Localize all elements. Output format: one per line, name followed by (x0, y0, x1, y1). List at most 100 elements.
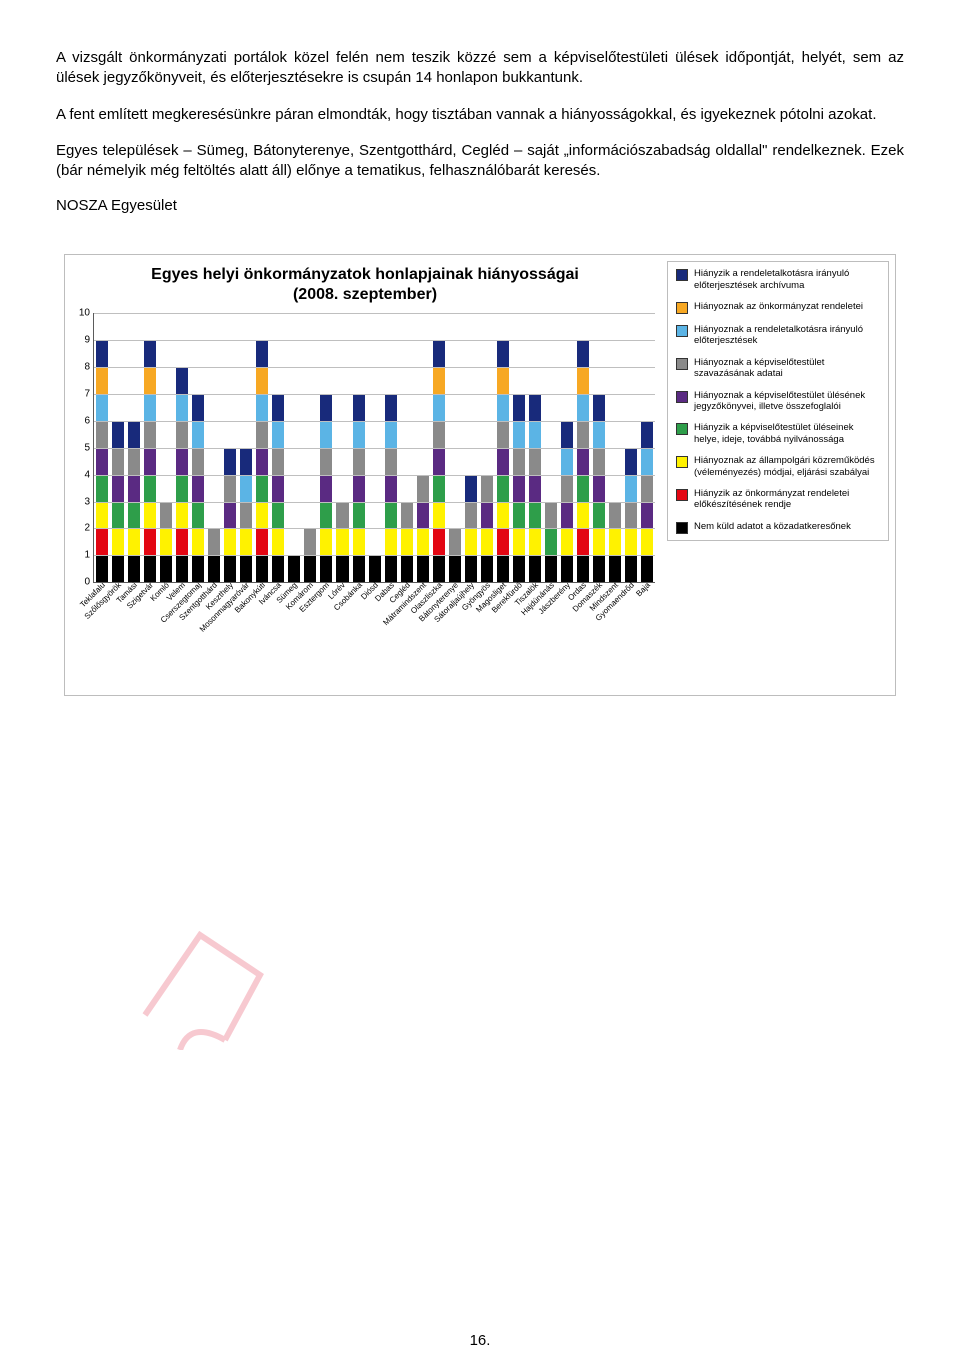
gridline (94, 313, 655, 314)
bar-segment (497, 502, 509, 529)
bar-segment (112, 475, 124, 502)
bar-segment (144, 394, 156, 421)
y-tick-label: 6 (72, 415, 90, 426)
legend-swatch (676, 423, 688, 435)
bar-segment (224, 555, 236, 582)
legend-swatch (676, 358, 688, 370)
bar-segment (160, 555, 172, 582)
bar-segment (561, 475, 573, 502)
bar-segment (481, 475, 493, 502)
bar-segment (176, 555, 188, 582)
bar-segment (641, 448, 653, 475)
bar-segment (433, 367, 445, 394)
bar-segment (192, 555, 204, 582)
bar-segment (385, 421, 397, 448)
legend-label: Hiányzik a rendeletalkotásra irányuló el… (694, 268, 880, 291)
bar-segment (160, 502, 172, 529)
bar-segment (481, 528, 493, 555)
bar-segment (272, 528, 284, 555)
gridline (94, 394, 655, 395)
bar-segment (497, 448, 509, 475)
bar-segment (128, 502, 140, 529)
bar-segment (513, 555, 525, 582)
bar-segment (192, 448, 204, 475)
bar-segment (561, 502, 573, 529)
bar-segment (529, 502, 541, 529)
bar-segment (256, 502, 268, 529)
bar-segment (96, 555, 108, 582)
plot-area: TeklafaluSzőlősgyörökTamásiSzigetvárKoml… (93, 313, 655, 583)
bar-segment (256, 528, 268, 555)
bar-segment (144, 421, 156, 448)
bar-segment (641, 555, 653, 582)
gridline (94, 475, 655, 476)
bar-segment (625, 528, 637, 555)
bar-segment (417, 528, 429, 555)
bar-segment (353, 528, 365, 555)
bar-segment (224, 475, 236, 502)
bar-segment (128, 475, 140, 502)
paragraph-1: A vizsgált önkormányzati portálok közel … (56, 48, 904, 89)
bar-segment (208, 528, 220, 555)
bar-segment (385, 502, 397, 529)
bar-segment (401, 502, 413, 529)
bar-segment (449, 555, 461, 582)
bar-segment (609, 528, 621, 555)
legend-item: Hiányoznak az állampolgári közreműködés … (676, 455, 880, 478)
bar-segment (144, 502, 156, 529)
bar-segment (256, 367, 268, 394)
bar-segment (256, 421, 268, 448)
bar-segment (96, 340, 108, 367)
bar-segment (96, 502, 108, 529)
bar-segment (336, 502, 348, 529)
bar-segment (192, 528, 204, 555)
bar-segment (320, 475, 332, 502)
bar-segment (545, 502, 557, 529)
chart-title: Egyes helyi önkormányzatok honlapjainak … (71, 265, 659, 305)
bar-segment (96, 448, 108, 475)
legend-swatch (676, 325, 688, 337)
gridline (94, 555, 655, 556)
bar-segment (577, 528, 589, 555)
bar-segment (433, 555, 445, 582)
bar-segment (192, 502, 204, 529)
bar-segment (529, 394, 541, 421)
bar-segment (561, 448, 573, 475)
x-tick-label: Baja (634, 581, 652, 599)
bar-segment (240, 502, 252, 529)
bar-segment (577, 421, 589, 448)
bar-segment (593, 502, 605, 529)
bar-segment (401, 555, 413, 582)
bar-segment (529, 421, 541, 448)
bar-segment (272, 555, 284, 582)
bar-segment (561, 555, 573, 582)
bar-segment (240, 528, 252, 555)
bar-segment (192, 394, 204, 421)
bar-segment (112, 421, 124, 448)
bar-segment (577, 475, 589, 502)
bar-segment (513, 475, 525, 502)
bar-segment (561, 528, 573, 555)
bar-segment (513, 502, 525, 529)
y-tick-label: 8 (72, 362, 90, 373)
bar-segment (112, 528, 124, 555)
bar-segment (641, 528, 653, 555)
bar-segment (336, 528, 348, 555)
bar-segment (304, 555, 316, 582)
bar-segment (256, 555, 268, 582)
bar-segment (176, 394, 188, 421)
bar-segment (112, 502, 124, 529)
y-tick-label: 7 (72, 388, 90, 399)
bar-segment (593, 528, 605, 555)
bar-segment (625, 502, 637, 529)
legend-label: Hiányzik a képviselőtestület üléseinek h… (694, 422, 880, 445)
bar-segment (353, 448, 365, 475)
page-number: 16. (0, 1332, 960, 1349)
bar-segment (144, 367, 156, 394)
watermark-left (130, 920, 270, 1050)
gridline (94, 340, 655, 341)
bar-segment (176, 475, 188, 502)
y-tick-label: 10 (72, 308, 90, 319)
bar-segment (641, 502, 653, 529)
bar-segment (625, 555, 637, 582)
